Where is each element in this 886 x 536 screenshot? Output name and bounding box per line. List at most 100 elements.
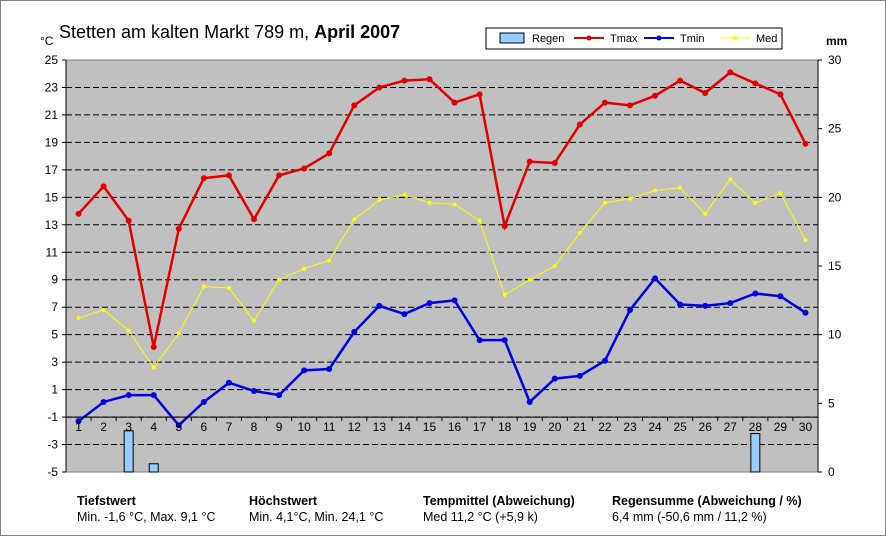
data-point: [727, 69, 734, 76]
x-tick-label: 30: [799, 420, 813, 434]
rain-bar: [123, 430, 134, 473]
data-point: [175, 225, 182, 232]
x-tick-label: 21: [573, 420, 587, 434]
data-point: [728, 177, 733, 182]
data-point: [401, 77, 408, 84]
y-tick-label: 1: [51, 383, 58, 397]
data-point: [150, 344, 157, 351]
data-point: [302, 266, 307, 271]
data-point: [601, 99, 608, 106]
data-point: [452, 202, 457, 207]
stat-heading: Tempmittel (Abweichung): [423, 494, 575, 508]
legend-item-tmin: Tmin: [644, 33, 704, 45]
data-point: [451, 297, 458, 304]
x-tick-label: 15: [423, 420, 437, 434]
data-point: [327, 258, 332, 263]
data-point: [703, 211, 708, 216]
data-point: [576, 372, 583, 379]
x-tick-label: 29: [774, 420, 788, 434]
data-point: [125, 392, 132, 399]
data-point: [226, 285, 231, 290]
data-point: [476, 337, 483, 344]
y-tick-label: 17: [45, 163, 59, 177]
x-tick-label: 9: [276, 420, 283, 434]
x-tick-label: 2: [100, 420, 107, 434]
stat-heading: Regensumme (Abweichung / %): [612, 494, 802, 508]
x-tick-label: 22: [598, 420, 612, 434]
y-tick-label: 7: [51, 300, 58, 314]
data-point: [627, 102, 633, 109]
rain-bar: [750, 433, 761, 473]
y2-tick-label: 20: [828, 190, 842, 204]
data-point: [576, 121, 583, 128]
data-point: [803, 237, 808, 242]
data-point: [476, 91, 483, 98]
series-tmax: [75, 69, 809, 351]
data-point: [527, 277, 532, 282]
plot-background: [65, 59, 819, 473]
data-point: [301, 165, 308, 172]
data-point: [577, 231, 582, 236]
data-point: [526, 158, 533, 165]
rain-bars: [123, 430, 761, 473]
y-tick-label: 5: [51, 328, 58, 342]
data-point: [501, 337, 508, 344]
data-point: [326, 366, 333, 372]
stat-tiefstwert: Tiefstwert Min. -1,6 °C, Max. 9,1 °C: [77, 493, 216, 525]
legend-item-tmax: Tmax: [574, 33, 638, 45]
data-point: [401, 311, 408, 318]
data-point: [252, 318, 256, 323]
data-point: [551, 160, 558, 166]
data-point: [601, 357, 608, 364]
y-tick-label: 23: [45, 80, 59, 94]
x-tick-label: 26: [699, 420, 713, 434]
y-tick-label: 11: [46, 245, 59, 259]
series-line: [77, 276, 807, 428]
data-point: [376, 84, 383, 91]
data-point: [426, 76, 433, 83]
data-point: [200, 398, 207, 405]
x-axis: 1 2 3 4 5 6 7 8 9 10 11 12 13 14 15 16 17 18 19 20 21 22 23 24 2…: [65, 416, 819, 434]
legend-item-med: Med: [720, 33, 777, 45]
x-tick-label: 14: [398, 420, 412, 434]
x-tick-label: 25: [673, 420, 687, 434]
data-point: [377, 198, 382, 203]
data-point: [326, 150, 333, 157]
series-tmin: [75, 275, 809, 429]
rain-bar: [148, 463, 159, 473]
data-point: [802, 140, 809, 147]
x-tick-label: 5: [175, 420, 182, 434]
x-tick-label: 28: [749, 420, 763, 434]
stat-tempmittel: Tempmittel (Abweichung) Med 11,2 °C (+5,…: [423, 493, 575, 525]
legend-box: [485, 27, 783, 50]
x-tick-label: 18: [498, 420, 512, 434]
y-tick-label: 19: [45, 135, 59, 149]
legend-marker: [586, 35, 592, 41]
data-point: [502, 292, 507, 297]
data-point: [677, 301, 684, 308]
data-point: [251, 216, 257, 223]
x-tick-label: 17: [473, 420, 487, 434]
y-tick-label: -3: [47, 438, 58, 452]
data-point: [75, 210, 82, 217]
stat-hoechstwert: Höchstwert Min. 4,1°C, Min. 24,1 °C: [249, 493, 383, 525]
data-point: [501, 223, 508, 230]
x-tick-label: 3: [125, 420, 132, 434]
data-point: [426, 300, 433, 307]
data-point: [100, 398, 107, 405]
data-point: [427, 200, 432, 205]
data-point: [678, 185, 683, 190]
stat-value: Med 11,2 °C (+5,9 k): [423, 510, 538, 524]
data-point: [802, 309, 809, 316]
data-point: [175, 422, 182, 429]
y-tick-label: 15: [45, 190, 59, 204]
data-point: [628, 196, 632, 201]
stat-value: Min. -1,6 °C, Max. 9,1 °C: [77, 510, 216, 524]
x-tick-label: 27: [724, 420, 738, 434]
data-point: [151, 365, 156, 370]
data-point: [451, 99, 458, 106]
x-tick-label: 12: [348, 420, 362, 434]
data-point: [777, 293, 784, 300]
y2-tick-label: 30: [828, 53, 842, 67]
